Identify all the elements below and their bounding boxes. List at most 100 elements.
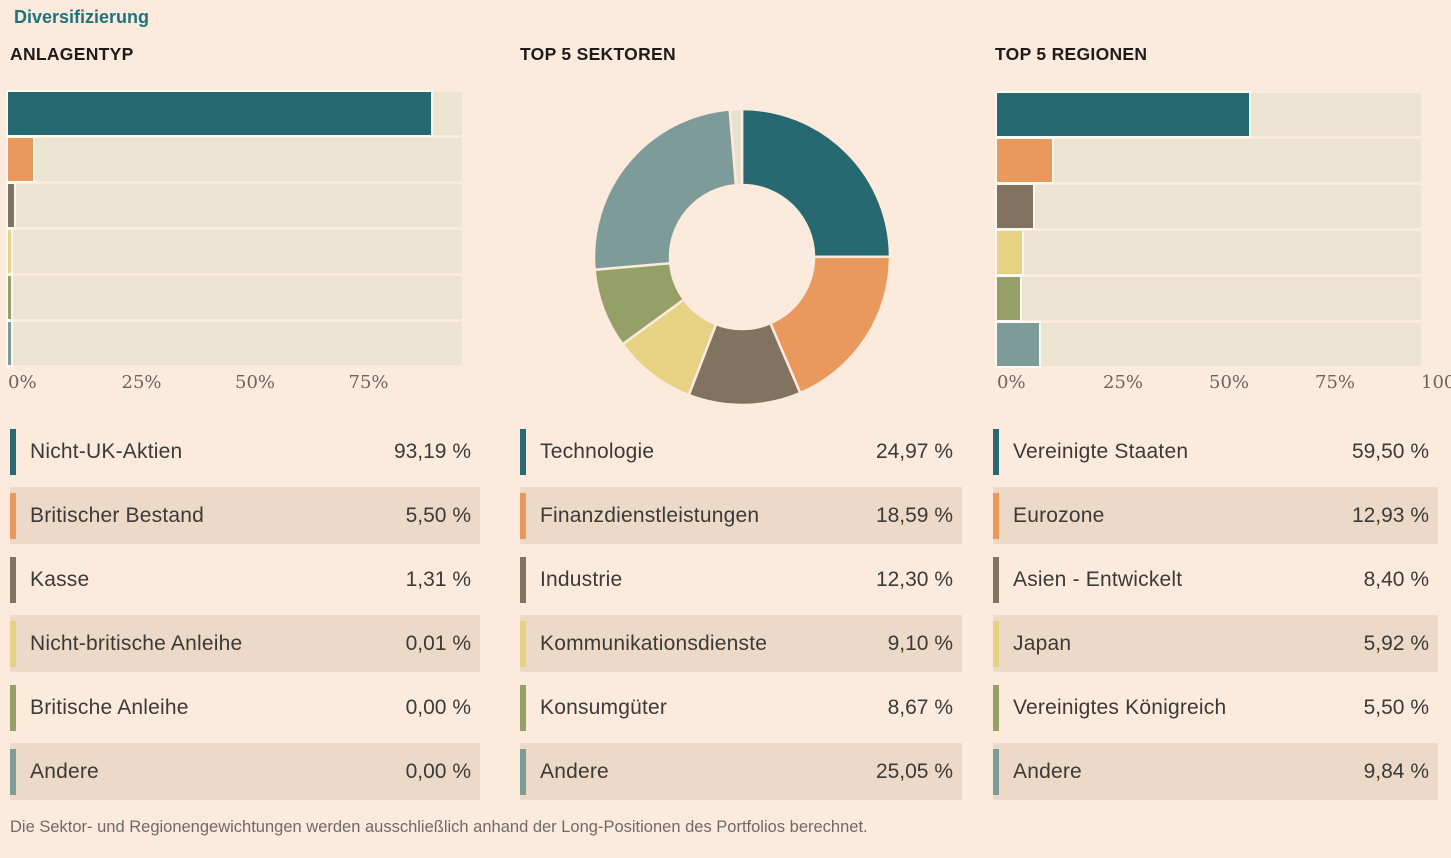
list-item-label: Kasse [30, 567, 90, 591]
page-title: Diversifizierung [14, 7, 150, 27]
bar-segment [8, 322, 11, 365]
list-item-label: Andere [30, 759, 99, 783]
list-item-value: 9,84 % [1363, 759, 1429, 783]
bar-segment [997, 231, 1023, 274]
legend-color-tick [10, 684, 16, 731]
donut-segment [728, 107, 744, 187]
list-item-value: 25,05 % [875, 759, 953, 783]
list-item-value: 9,10 % [887, 631, 953, 655]
list-item: Asien - Entwickelt 8,40 % [993, 551, 1438, 608]
axis-tick-label: 75% [348, 372, 389, 393]
donut-svg [592, 107, 892, 407]
legend-color-tick [10, 492, 16, 539]
legend-color-tick [520, 492, 526, 539]
list-item: Finanzdienstleistungen 18,59 % [520, 487, 962, 544]
list-item: Nicht-UK-Aktien 93,19 % [10, 423, 480, 480]
footnote: Die Sektor- und Regionengewichtungen wer… [10, 818, 868, 836]
list-item: Vereinigtes Königreich 5,50 % [993, 679, 1438, 736]
bar-track [8, 322, 462, 365]
list-item: Britische Anleihe 0,00 % [10, 679, 480, 736]
bar-track [997, 277, 1421, 320]
bar-track [8, 230, 462, 273]
legend-color-tick [520, 748, 526, 795]
list-item: Kasse 1,31 % [10, 551, 480, 608]
regions-list: Vereinigte Staaten 59,50 % Eurozone 12,93 %… [993, 423, 1438, 807]
donut-segment [740, 107, 892, 259]
bar-segment [8, 184, 14, 227]
regions-x-axis: 0% 25% 50% 75% 100% [997, 372, 1451, 398]
legend-color-tick [993, 684, 999, 731]
list-item-value: 5,50 % [1363, 695, 1429, 719]
bar-track [997, 93, 1421, 136]
legend-color-tick [993, 748, 999, 795]
list-item-label: Nicht-UK-Aktien [30, 439, 183, 463]
list-item: Andere 9,84 % [993, 743, 1438, 800]
regions-bar-chart [997, 93, 1421, 369]
donut-segment [768, 255, 892, 395]
list-item-value: 0,00 % [405, 759, 471, 783]
list-item-label: Industrie [540, 567, 623, 591]
asset-type-list: Nicht-UK-Aktien 93,19 % Britischer Bestand… [10, 423, 480, 807]
list-item-value: 5,92 % [1363, 631, 1429, 655]
list-item-label: Vereinigte Staaten [1013, 439, 1189, 463]
legend-color-tick [520, 684, 526, 731]
list-item: Britischer Bestand 5,50 % [10, 487, 480, 544]
list-item-label: Andere [1013, 759, 1082, 783]
legend-color-tick [10, 556, 16, 603]
list-item-label: Konsumgüter [540, 695, 668, 719]
list-item-value: 18,59 % [875, 503, 953, 527]
bar-segment [997, 185, 1033, 228]
axis-tick-label: 75% [1315, 372, 1356, 393]
list-item-label: Andere [540, 759, 609, 783]
list-item-label: Asien - Entwickelt [1013, 567, 1183, 591]
legend-color-tick [10, 620, 16, 667]
section-header-regionen: TOP 5 REGIONEN [995, 44, 1148, 64]
list-item-label: Britische Anleihe [30, 695, 189, 719]
axis-tick-label: 25% [1103, 372, 1144, 393]
legend-color-tick [993, 556, 999, 603]
axis-tick-label: 0% [8, 372, 37, 393]
bar-track [8, 184, 462, 227]
bar-segment [8, 230, 11, 273]
bar-segment [8, 276, 11, 319]
list-item-value: 12,30 % [875, 567, 953, 591]
asset-type-x-axis: 0% 25% 50% 75% [8, 372, 462, 398]
axis-tick-label: 0% [997, 372, 1026, 393]
bar-segment [997, 93, 1250, 136]
legend-color-tick [10, 748, 16, 795]
list-item: Nicht-britische Anleihe 0,01 % [10, 615, 480, 672]
list-item-label: Eurozone [1013, 503, 1105, 527]
list-item: Technologie 24,97 % [520, 423, 962, 480]
list-item-label: Finanzdienstleistungen [540, 503, 760, 527]
list-item: Japan 5,92 % [993, 615, 1438, 672]
list-item-label: Vereinigtes Königreich [1013, 695, 1227, 719]
sectors-list: Technologie 24,97 % Finanzdienstleistungen… [520, 423, 962, 807]
bar-track [8, 276, 462, 319]
asset-type-bar-chart [8, 92, 462, 368]
list-item-value: 0,01 % [405, 631, 471, 655]
legend-color-tick [520, 620, 526, 667]
list-item-value: 8,40 % [1363, 567, 1429, 591]
list-item: Andere 25,05 % [520, 743, 962, 800]
donut-segment [592, 108, 738, 272]
bar-track [8, 138, 462, 181]
bar-track [997, 139, 1421, 182]
legend-color-tick [993, 428, 999, 475]
list-item-label: Britischer Bestand [30, 503, 205, 527]
bar-track [997, 185, 1421, 228]
list-item-value: 93,19 % [393, 439, 471, 463]
list-item-value: 0,00 % [405, 695, 471, 719]
list-item-value: 24,97 % [875, 439, 953, 463]
axis-tick-label: 25% [121, 372, 162, 393]
bar-track [997, 323, 1421, 366]
bar-track [997, 231, 1421, 274]
legend-color-tick [520, 556, 526, 603]
axis-tick-label: 50% [1209, 372, 1250, 393]
bar-segment [8, 138, 33, 181]
axis-tick-label: 50% [235, 372, 276, 393]
list-item-value: 5,50 % [405, 503, 471, 527]
list-item: Andere 0,00 % [10, 743, 480, 800]
list-item: Vereinigte Staaten 59,50 % [993, 423, 1438, 480]
bar-track [8, 92, 462, 135]
list-item-label: Nicht-britische Anleihe [30, 631, 243, 655]
